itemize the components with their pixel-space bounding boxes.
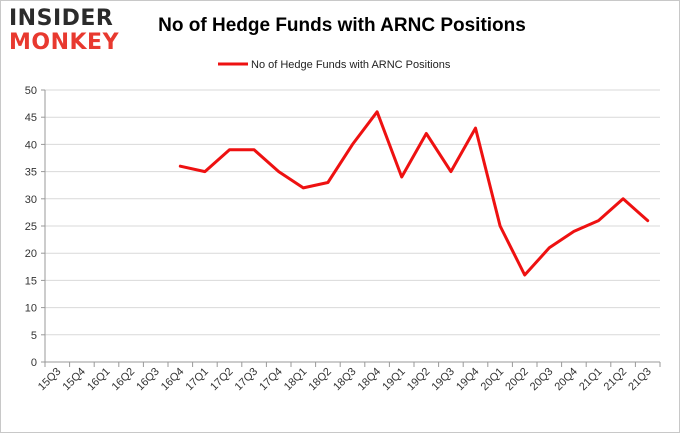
x-tick-label: 19Q4	[454, 366, 482, 394]
y-tick-label: 0	[31, 357, 37, 369]
x-tick-label: 17Q4	[257, 366, 285, 394]
x-tick-label: 18Q3	[331, 366, 359, 394]
y-tick-label: 5	[31, 330, 37, 342]
x-tick-label: 20Q1	[479, 366, 507, 394]
legend: No of Hedge Funds with ARNC Positions	[218, 59, 451, 71]
y-tick-label: 45	[25, 112, 37, 124]
x-tick-label: 17Q3	[233, 366, 261, 394]
chart-title: No of Hedge Funds with ARNC Positions	[158, 15, 526, 36]
x-tick-label: 19Q2	[405, 366, 433, 394]
x-tick-label: 18Q2	[306, 366, 334, 394]
series-line	[178, 110, 650, 277]
series-lines	[178, 110, 650, 277]
x-tick-label: 15Q3	[36, 366, 64, 394]
insider-monkey-logo: INSIDER MONKEY	[9, 7, 127, 57]
x-tick-label: 15Q4	[60, 366, 88, 394]
y-tick-label: 10	[25, 303, 37, 315]
legend-label: No of Hedge Funds with ARNC Positions	[251, 59, 451, 71]
y-axis-ticks: 0 5 10 15 20 25 30 35 40 45 50	[25, 85, 45, 369]
y-tick-label: 30	[25, 194, 37, 206]
x-tick-label: 16Q4	[159, 366, 187, 394]
x-tick-label: 21Q3	[626, 366, 654, 394]
x-tick-label: 16Q1	[85, 366, 113, 394]
y-tick-label: 15	[25, 275, 37, 287]
x-tick-label: 21Q1	[577, 366, 605, 394]
y-tick-label: 25	[25, 221, 37, 233]
logo-line-1: INSIDER	[9, 6, 114, 31]
x-tick-label: 17Q2	[208, 366, 236, 394]
logo-line-2: MONKEY	[9, 30, 120, 55]
x-tick-label: 16Q3	[134, 366, 162, 394]
x-tick-label: 20Q3	[528, 366, 556, 394]
x-tick-label: 20Q2	[503, 366, 531, 394]
y-tick-label: 50	[25, 85, 37, 97]
x-tick-label: 19Q3	[429, 366, 457, 394]
y-tick-label: 35	[25, 167, 37, 179]
grid-lines	[45, 89, 660, 336]
x-tick-label: 18Q1	[282, 366, 310, 394]
x-axis-ticks: 15Q315Q416Q116Q216Q316Q417Q117Q217Q317Q4…	[36, 362, 661, 394]
x-tick-label: 17Q1	[183, 366, 211, 394]
x-tick-label: 21Q2	[602, 366, 630, 394]
x-tick-label: 20Q4	[552, 366, 580, 394]
x-tick-label: 19Q1	[380, 366, 408, 394]
y-tick-label: 20	[25, 248, 37, 260]
x-tick-label: 18Q4	[356, 366, 384, 394]
x-tick-label: 16Q2	[110, 366, 138, 394]
y-tick-label: 40	[25, 139, 37, 151]
